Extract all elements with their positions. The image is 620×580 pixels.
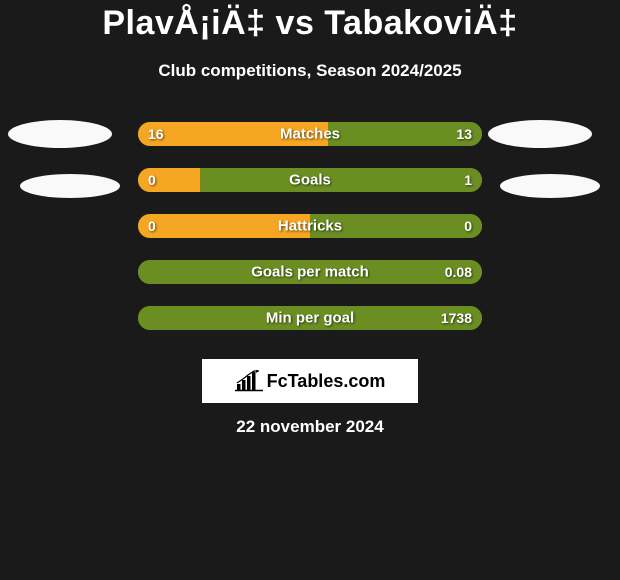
stat-label: Goals [289,172,331,189]
footer-date: 22 november 2024 [0,417,620,437]
stat-label: Hattricks [278,218,342,235]
stat-value-right: 1 [464,172,472,188]
stat-label: Goals per match [251,264,369,281]
page-title: PlavÅ¡iÄ‡ vs TabakoviÄ‡ [0,4,620,43]
stat-bar: Goals 0 1 [138,168,482,192]
stat-bar: Goals per match 0.08 [138,260,482,284]
stat-label: Min per goal [266,310,354,327]
stat-value-right: 13 [456,126,472,142]
stat-rows: Matches 16 13 Goals 0 1 Hattricks 0 0 Goals per m… [0,111,620,341]
decor-ellipse-right [500,174,600,198]
stat-bar: Min per goal 1738 [138,306,482,330]
stat-value-left: 16 [148,126,164,142]
stat-row: Hattricks 0 0 [0,203,620,249]
stat-bar-right-fill [200,168,482,192]
stat-row: Goals per match 0.08 [0,249,620,295]
stat-row: Min per goal 1738 [0,295,620,341]
comparison-card: PlavÅ¡iÄ‡ vs TabakoviÄ‡ Club competition… [0,0,620,580]
stat-row: Goals 0 1 [0,157,620,203]
stat-value-right: 0.08 [445,264,472,280]
brand-text: FcTables.com [267,371,386,392]
stat-row: Matches 16 13 [0,111,620,157]
stat-bar: Matches 16 13 [138,122,482,146]
decor-ellipse-left [8,120,112,148]
decor-ellipse-right [488,120,592,148]
stat-bar: Hattricks 0 0 [138,214,482,238]
stat-label: Matches [280,126,340,143]
page-subtitle: Club competitions, Season 2024/2025 [0,61,620,81]
stat-value-right: 0 [464,218,472,234]
brand-box: FcTables.com [202,359,418,403]
decor-ellipse-left [20,174,120,198]
stat-value-right: 1738 [441,310,472,326]
chart-icon [235,370,263,392]
stat-value-left: 0 [148,218,156,234]
stat-value-left: 0 [148,172,156,188]
